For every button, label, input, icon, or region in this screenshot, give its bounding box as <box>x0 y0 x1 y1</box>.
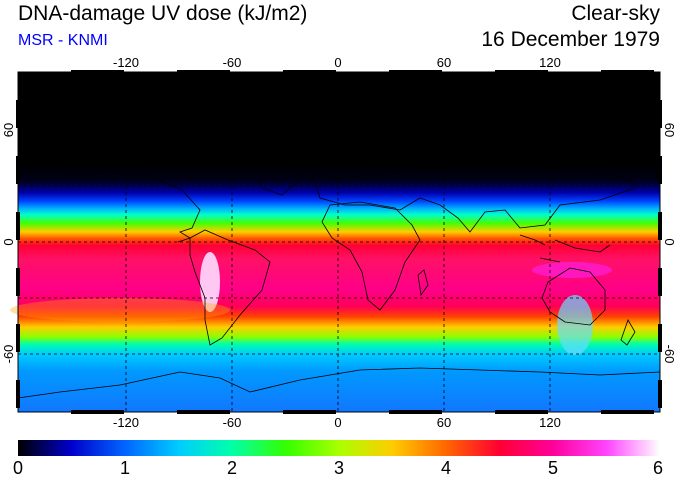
colorbar-tick-label: 1 <box>119 458 131 478</box>
lon-label-bottom: 120 <box>539 415 561 430</box>
sky-condition-label: Clear-sky <box>571 2 660 25</box>
date-label: 16 December 1979 <box>481 28 660 51</box>
africa-outline <box>321 201 421 311</box>
coastlines <box>17 159 661 399</box>
colorbar-tick-label: 2 <box>226 458 238 478</box>
colorbar-tick-label: 3 <box>333 458 345 478</box>
lon-label-top: 120 <box>539 55 561 70</box>
eurasia-outline <box>311 164 636 233</box>
lat-label-left: 60 <box>1 123 16 137</box>
map-title: DNA-damage UV dose (kJ/m2) <box>18 2 308 25</box>
south-america-outline <box>189 229 271 346</box>
lat-label-left: -60 <box>1 345 16 364</box>
greenland-outline <box>254 159 303 196</box>
lon-label-bottom: -60 <box>223 415 242 430</box>
lat-label-right: 60 <box>662 123 677 137</box>
lon-label-top: -60 <box>223 55 242 70</box>
map-frame <box>17 71 661 413</box>
colorbar-tick-label: 4 <box>440 458 452 478</box>
colorbar <box>18 440 660 456</box>
lat-label-right: -60 <box>662 345 677 364</box>
subtropical-high-dose <box>532 262 612 278</box>
tasman-low-dose <box>557 295 593 355</box>
source-label: MSR - KNMI <box>18 32 108 49</box>
lon-label-bottom: -120 <box>113 415 139 430</box>
colorbar-tick-label: 6 <box>652 458 664 478</box>
colorbar-tick-label: 5 <box>547 458 559 478</box>
lon-label-top: -120 <box>113 55 139 70</box>
new-zealand-outline <box>620 319 636 346</box>
madagascar-outline <box>417 269 429 297</box>
north-america-outline <box>64 171 201 243</box>
lat-label-left: 0 <box>1 238 16 245</box>
lon-label-top: 60 <box>437 55 451 70</box>
lon-label-top: 0 <box>334 55 341 70</box>
antarctica-outline <box>17 367 661 399</box>
australia-outline <box>541 267 606 326</box>
south-pacific-band <box>10 298 230 322</box>
lon-label-bottom: 60 <box>437 415 451 430</box>
colorbar-tick-label: 0 <box>12 458 24 478</box>
lon-label-bottom: 0 <box>334 415 341 430</box>
graticule <box>18 72 660 412</box>
lat-label-right: 0 <box>662 238 677 245</box>
